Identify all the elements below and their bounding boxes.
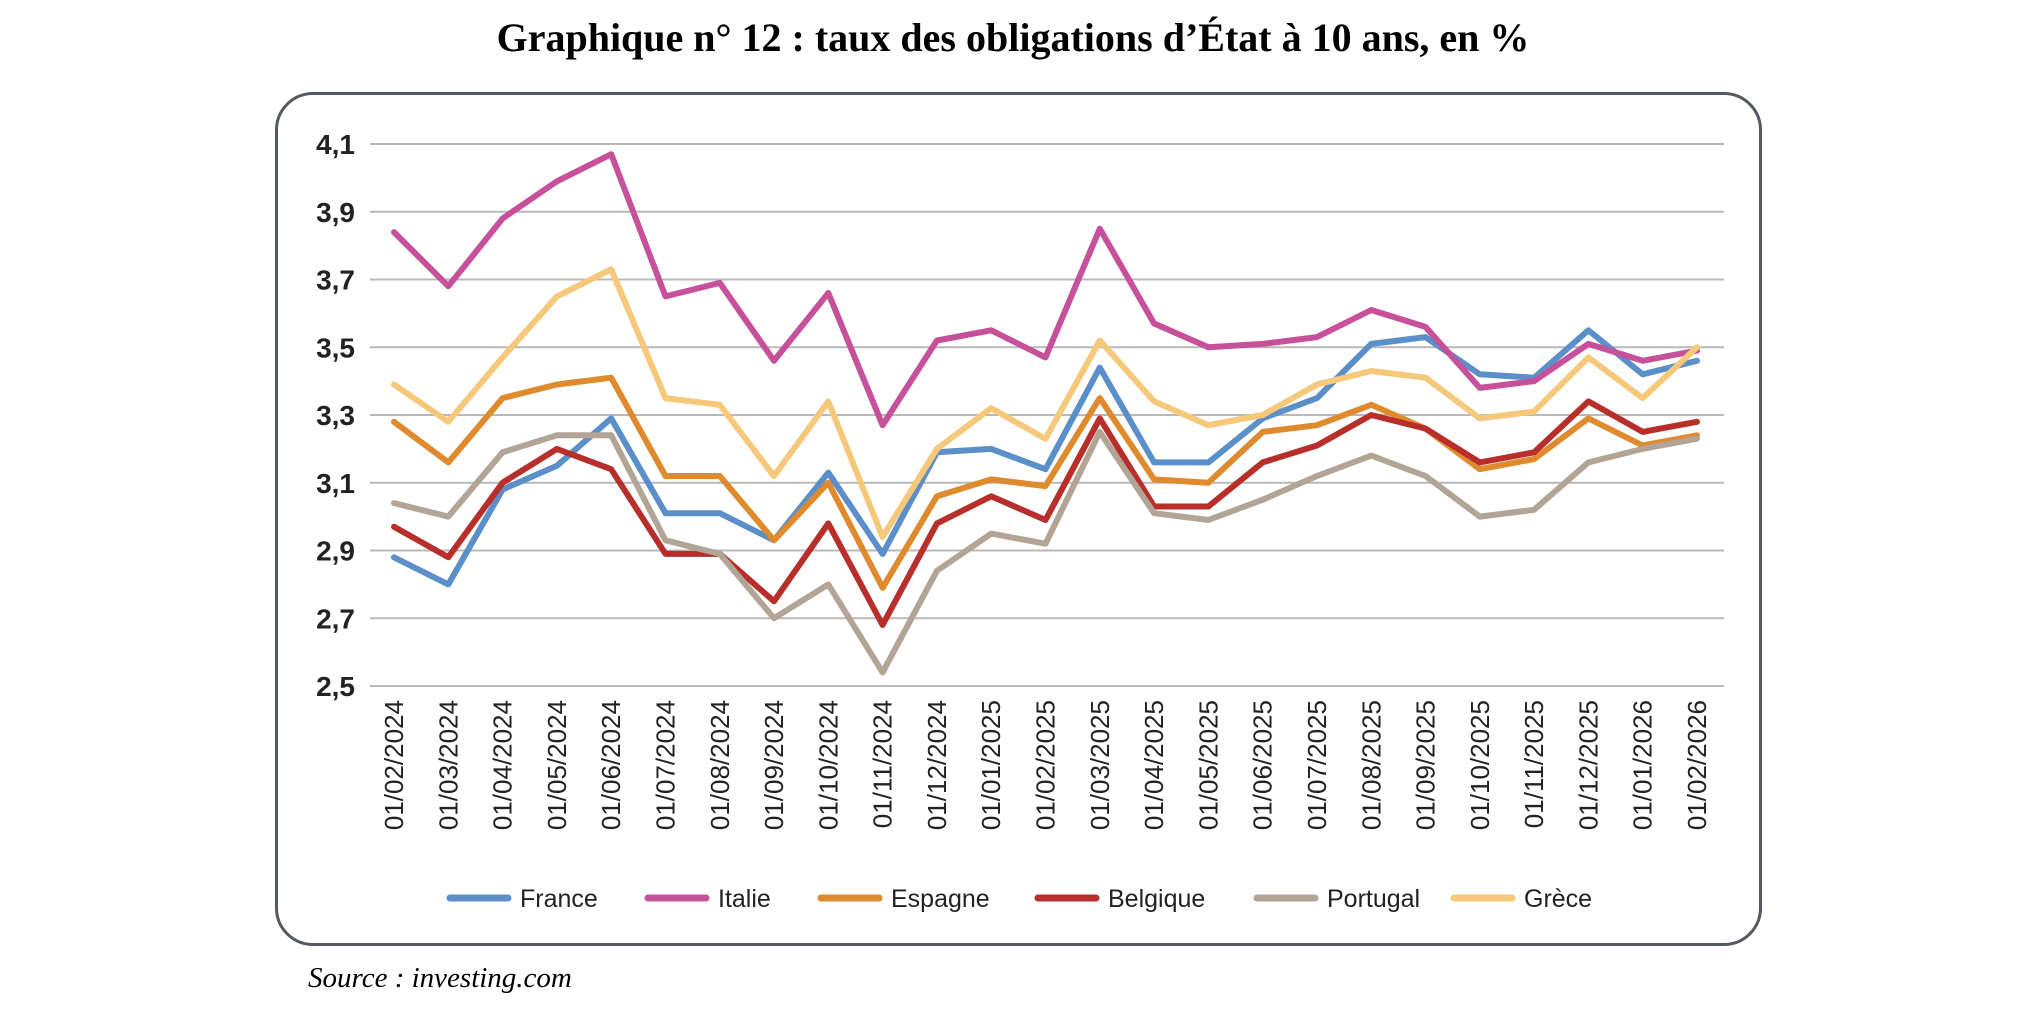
y-tick-label: 2,7 xyxy=(316,603,355,634)
chart-title: Graphique n° 12 : taux des obligations d… xyxy=(496,15,1530,60)
x-tick-label: 01/05/2024 xyxy=(542,700,572,830)
x-tick-label: 01/02/2026 xyxy=(1682,700,1712,830)
x-tick-label: 01/05/2025 xyxy=(1193,700,1223,830)
legend-label: Belgique xyxy=(1108,885,1205,913)
legend-label: Grèce xyxy=(1524,885,1592,913)
x-tick-label: 01/09/2024 xyxy=(759,700,789,830)
legend-label: France xyxy=(520,885,598,913)
x-tick-label: 01/08/2025 xyxy=(1356,700,1386,830)
y-tick-label: 3,9 xyxy=(316,197,355,228)
series-line-portugal xyxy=(391,428,1700,676)
y-tick-label: 4,1 xyxy=(316,129,355,160)
x-tick-label: 01/07/2024 xyxy=(650,700,680,830)
series-line-france xyxy=(391,327,1700,588)
legend-label: Portugal xyxy=(1327,885,1420,913)
x-tick-label: 01/02/2024 xyxy=(379,700,409,830)
x-tick-label: 01/01/2026 xyxy=(1628,700,1658,830)
chart-frame xyxy=(275,92,1762,946)
legend-label: Espagne xyxy=(891,885,990,913)
y-tick-label: 2,9 xyxy=(316,536,355,567)
x-tick-label: 01/03/2025 xyxy=(1085,700,1115,830)
x-tick-label: 01/07/2025 xyxy=(1302,700,1332,830)
x-tick-label: 01/12/2025 xyxy=(1573,700,1603,830)
y-tick-label: 3,7 xyxy=(316,265,355,296)
series-line-italie xyxy=(391,151,1700,429)
legend-label: Italie xyxy=(718,885,771,913)
x-tick-label: 01/10/2024 xyxy=(813,700,843,830)
y-tick-label: 2,5 xyxy=(316,671,355,702)
x-tick-label: 01/11/2024 xyxy=(868,700,898,828)
series-line-belgique xyxy=(391,398,1700,628)
y-tick-label: 3,1 xyxy=(316,468,355,499)
x-tick-label: 01/03/2024 xyxy=(433,700,463,830)
x-tick-label: 01/02/2025 xyxy=(1031,700,1061,830)
x-tick-label: 01/11/2025 xyxy=(1519,700,1549,828)
x-tick-label: 01/04/2024 xyxy=(488,700,518,830)
x-tick-label: 01/09/2025 xyxy=(1411,700,1441,830)
x-tick-label: 01/06/2024 xyxy=(596,700,626,830)
x-tick-label: 01/10/2025 xyxy=(1465,700,1495,830)
x-tick-label: 01/08/2024 xyxy=(705,700,735,830)
x-tick-label: 01/01/2025 xyxy=(976,700,1006,830)
series-line-espagne xyxy=(391,374,1700,591)
x-tick-label: 01/06/2025 xyxy=(1248,700,1278,830)
x-tick-label: 01/12/2024 xyxy=(922,700,952,830)
y-tick-label: 3,3 xyxy=(316,400,355,431)
x-tick-label: 01/04/2025 xyxy=(1139,700,1169,830)
series-line-grèce xyxy=(391,266,1700,540)
y-tick-label: 3,5 xyxy=(316,332,355,363)
source-note: Source : investing.com xyxy=(308,962,572,994)
